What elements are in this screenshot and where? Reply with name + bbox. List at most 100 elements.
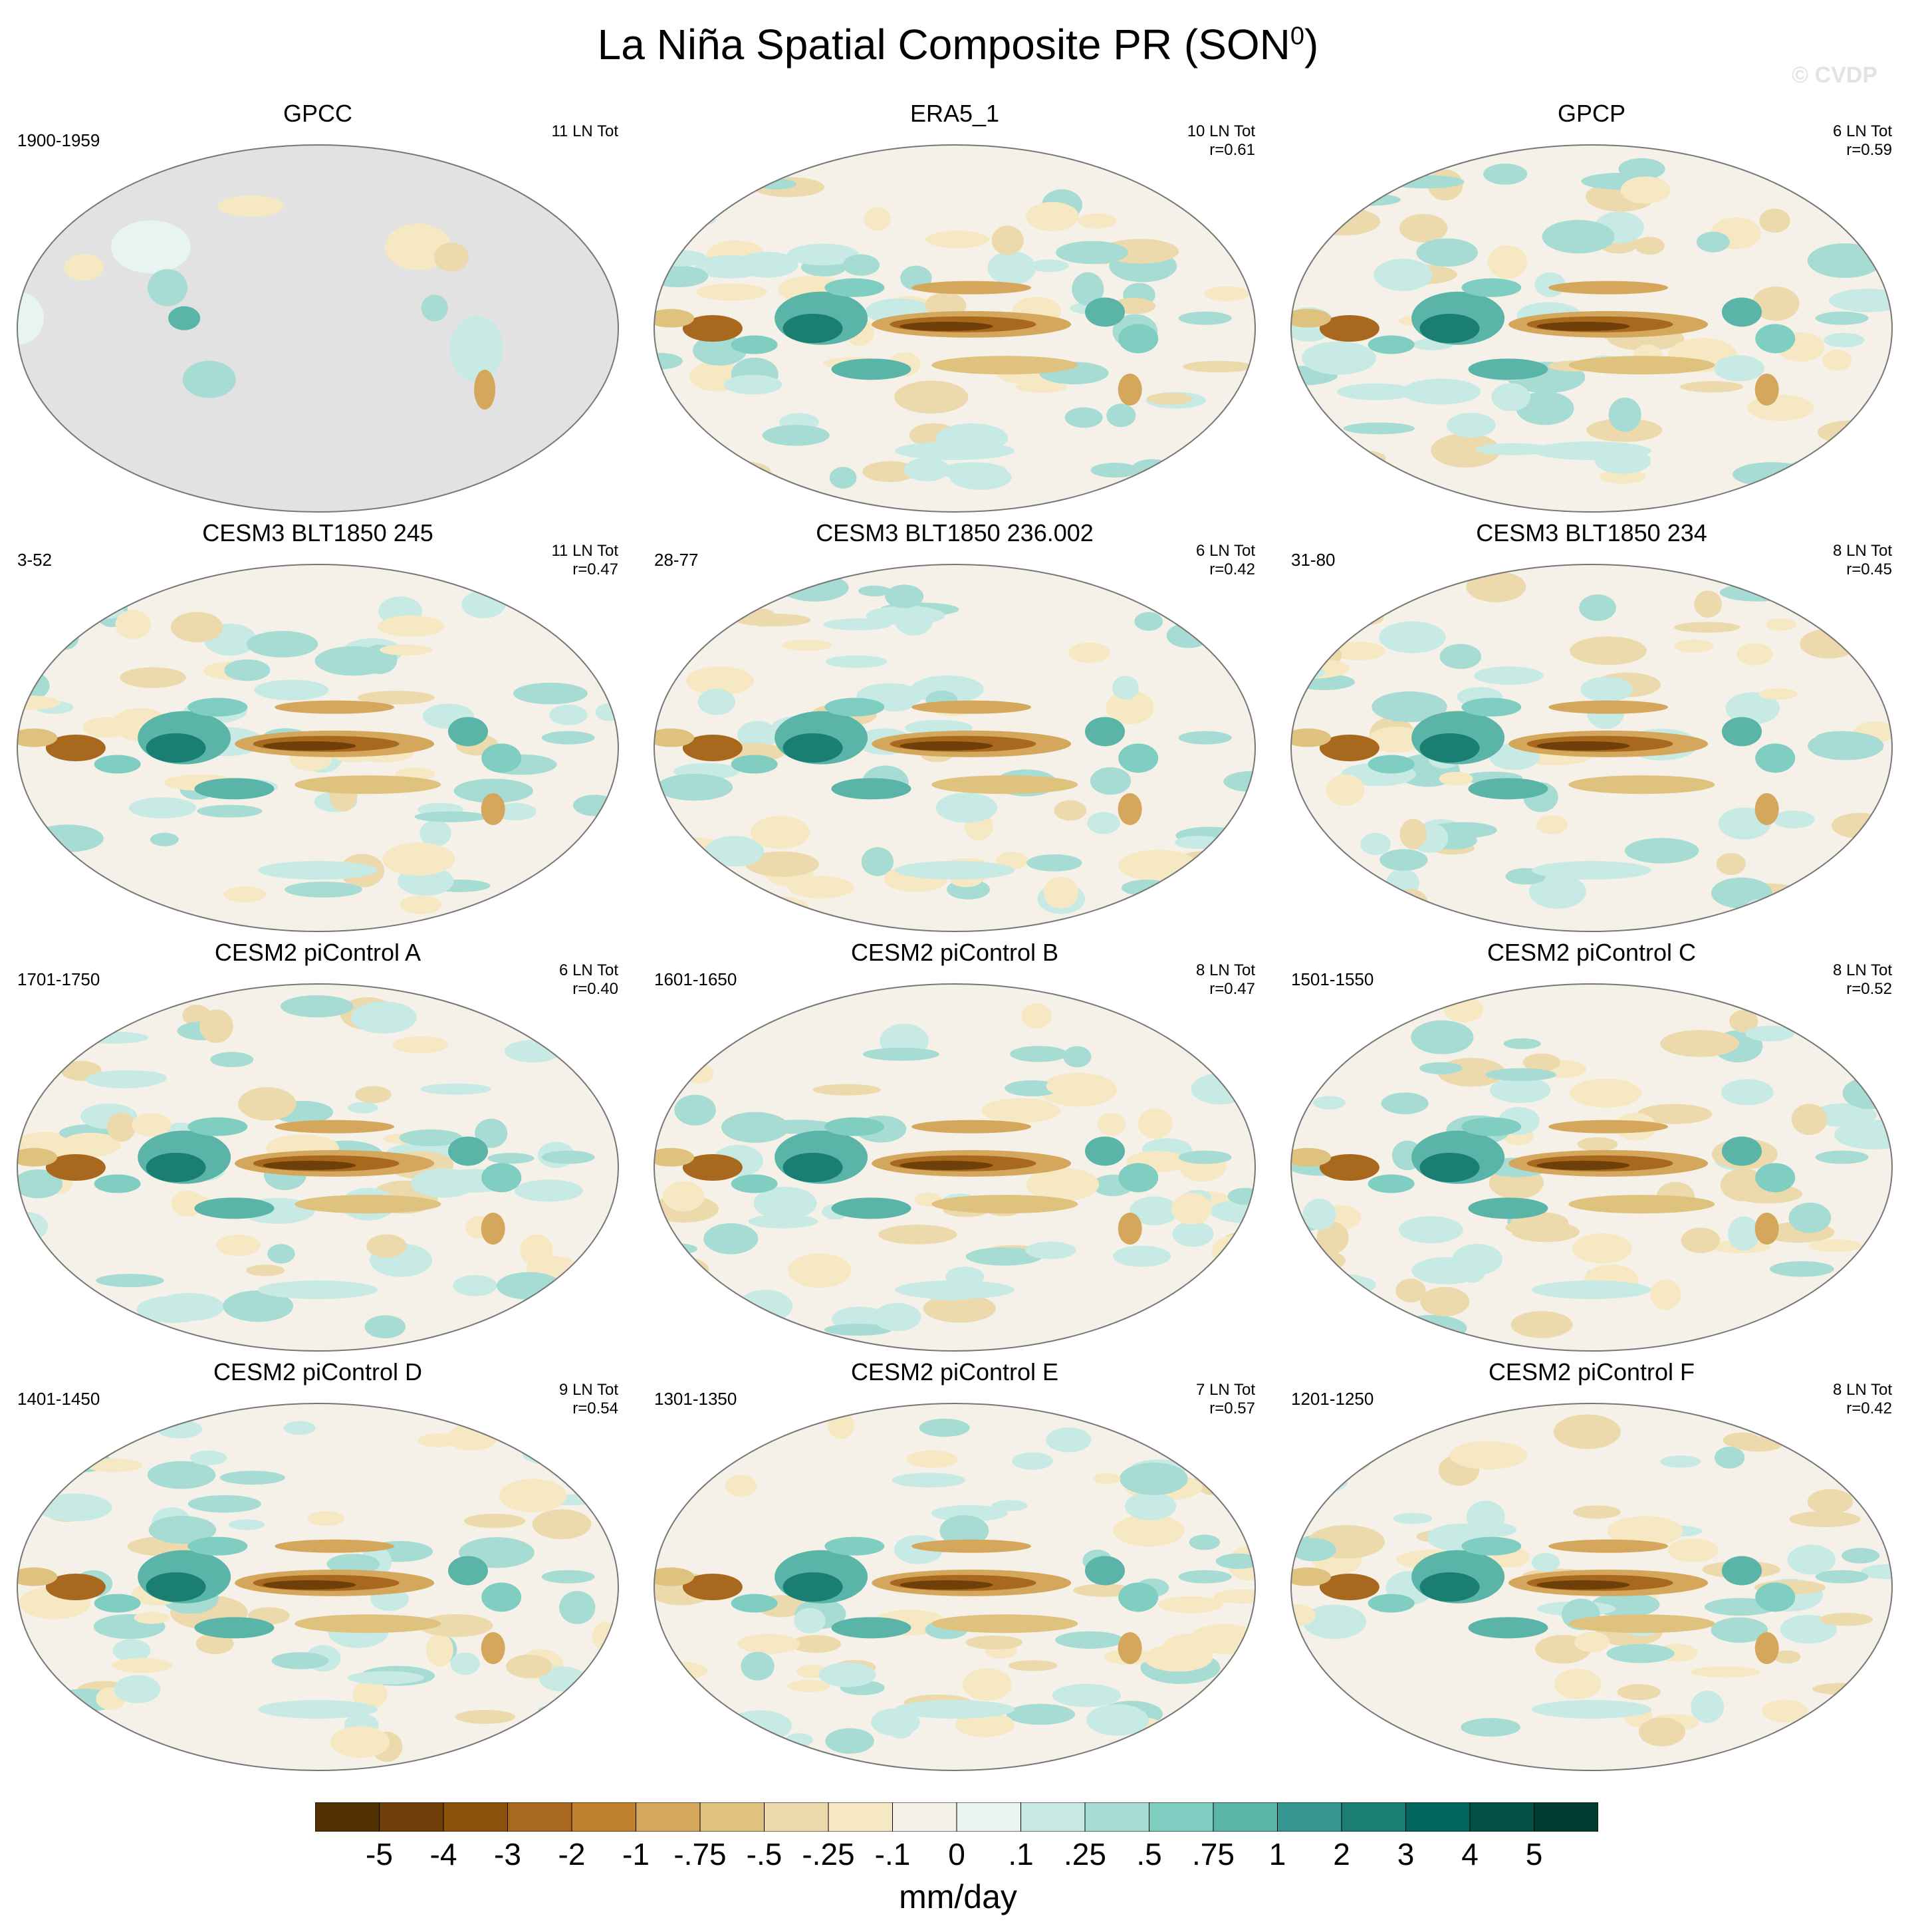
panel-title: CESM2 piControl F: [1488, 1358, 1695, 1386]
caribbean-wet: [448, 1136, 488, 1166]
noise-anomaly: [1025, 1241, 1076, 1259]
noise-anomaly: [1745, 1025, 1795, 1042]
noise-anomaly: [82, 717, 130, 738]
noise-anomaly: [496, 1272, 562, 1300]
noise-anomaly: [1054, 800, 1087, 821]
land-anomaly: [449, 315, 503, 382]
noise-anomaly: [1674, 639, 1714, 653]
noise-anomaly: [825, 655, 888, 668]
noise-anomaly: [878, 1225, 957, 1245]
equatorial-dry-core: [1536, 1160, 1630, 1170]
noise-anomaly: [519, 1415, 576, 1433]
colorbar-swatch: [892, 1802, 957, 1832]
brazil-wet: [481, 1163, 522, 1193]
atlantic-wet: [541, 1570, 595, 1584]
map-outline: [1290, 564, 1893, 932]
noise-anomaly: [1056, 241, 1129, 265]
equatorial-dry-core: [899, 741, 993, 751]
noise-anomaly: [1026, 201, 1079, 231]
noise-anomaly: [1092, 1473, 1121, 1485]
noise-anomaly: [1068, 642, 1110, 663]
noise-anomaly: [1291, 895, 1326, 918]
noise-anomaly: [1112, 675, 1139, 700]
noise-anomaly: [1510, 1311, 1573, 1338]
noise-anomaly: [790, 1635, 841, 1653]
brazil-wet: [1755, 324, 1796, 354]
noise-anomaly: [1301, 341, 1377, 375]
noise-anomaly: [1208, 639, 1252, 655]
noise-anomaly: [195, 1633, 234, 1654]
noise-anomaly: [1291, 220, 1331, 232]
noise-anomaly: [864, 207, 892, 231]
noise-anomaly: [1214, 876, 1255, 902]
africa-dry: [17, 1567, 58, 1586]
colorbar-swatch: [1084, 1802, 1149, 1832]
noise-anomaly: [1485, 1068, 1556, 1082]
noise-anomaly: [741, 1651, 775, 1681]
noise-anomaly: [1570, 636, 1647, 665]
noise-anomaly: [737, 1290, 793, 1323]
africa-dry: [17, 1147, 58, 1167]
noise-anomaly: [453, 1274, 497, 1296]
noise-anomaly: [1824, 883, 1889, 907]
panel-count: 7 LN Tot: [1196, 1381, 1255, 1399]
noise-anomaly: [110, 571, 138, 602]
panel-title: ERA5_1: [909, 100, 1000, 127]
noise-anomaly: [1009, 1046, 1068, 1062]
noise-anomaly: [939, 1514, 989, 1547]
noise-anomaly: [1531, 1552, 1560, 1572]
noise-anomaly: [965, 1247, 1043, 1266]
noise-anomaly: [25, 842, 62, 855]
noise-anomaly: [463, 1513, 526, 1528]
noise-anomaly: [1159, 1641, 1199, 1655]
noise-anomaly: [187, 1495, 261, 1513]
spcz-dry-band: [1568, 1195, 1715, 1214]
noise-anomaly: [1681, 1227, 1721, 1253]
noise-anomaly: [31, 824, 104, 852]
southern-ocean-wet: [258, 861, 378, 880]
noise-anomaly: [965, 1635, 1023, 1649]
noise-anomaly: [935, 792, 998, 823]
panel-stats: 10 LN Tot r=0.61: [1187, 122, 1255, 160]
map-outline: [654, 1403, 1256, 1771]
noise-anomaly: [1579, 594, 1616, 621]
north-dry-band: [1548, 700, 1669, 714]
noise-anomaly: [271, 1652, 329, 1669]
noise-anomaly: [246, 1265, 285, 1276]
map: [1290, 144, 1893, 513]
noise-anomaly: [420, 1083, 491, 1095]
noise-anomaly: [1787, 1544, 1836, 1575]
brazil-wet: [1755, 1163, 1796, 1193]
noise-anomaly: [661, 170, 727, 193]
noise-anomaly: [721, 1112, 789, 1143]
panel-stats: 6 LN Tot r=0.40: [559, 961, 618, 999]
panel-years: 1401-1450: [17, 1389, 100, 1409]
noise-anomaly: [571, 602, 613, 636]
noise-anomaly: [1420, 1286, 1470, 1317]
noise-anomaly: [782, 639, 832, 652]
noise-anomaly: [1474, 666, 1544, 685]
noise-anomaly: [1336, 383, 1415, 400]
equatorial-dry-core: [1536, 741, 1630, 751]
atlantic-wet: [1815, 311, 1869, 325]
colorbar-tick-label: .25: [1064, 1837, 1106, 1872]
noise-anomaly: [748, 1214, 818, 1229]
noise-anomaly: [1090, 767, 1132, 795]
noise-anomaly: [1511, 1221, 1580, 1243]
noise-anomaly: [577, 1265, 614, 1288]
colorbar-swatch: [507, 1802, 572, 1832]
noise-anomaly: [136, 1296, 210, 1323]
panel-years: 1501-1550: [1291, 969, 1374, 989]
noise-anomaly: [1204, 1296, 1242, 1324]
noise-anomaly: [1483, 164, 1528, 185]
noise-anomaly: [216, 1234, 261, 1257]
maritime-wet-core: [146, 1153, 206, 1182]
noise-anomaly: [450, 1652, 480, 1675]
noise-anomaly: [925, 231, 989, 249]
noise-anomaly: [861, 847, 894, 876]
map-panel: GPCP 6 LN Tot r=0.59: [1279, 100, 1904, 513]
noise-anomaly: [1207, 1026, 1246, 1042]
noise-anomaly: [842, 254, 880, 276]
noise-anomaly: [1090, 462, 1139, 478]
noise-anomaly: [382, 842, 455, 876]
